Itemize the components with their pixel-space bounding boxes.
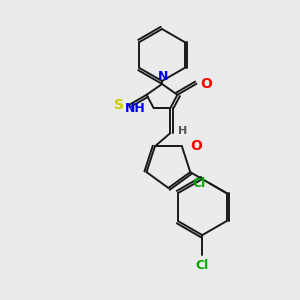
Text: Cl: Cl — [196, 259, 209, 272]
Text: H: H — [178, 126, 188, 136]
Text: NH: NH — [125, 101, 146, 115]
Text: O: O — [200, 77, 212, 91]
Text: N: N — [158, 70, 168, 83]
Text: S: S — [114, 98, 124, 112]
Text: O: O — [190, 140, 202, 153]
Text: Cl: Cl — [192, 177, 205, 190]
